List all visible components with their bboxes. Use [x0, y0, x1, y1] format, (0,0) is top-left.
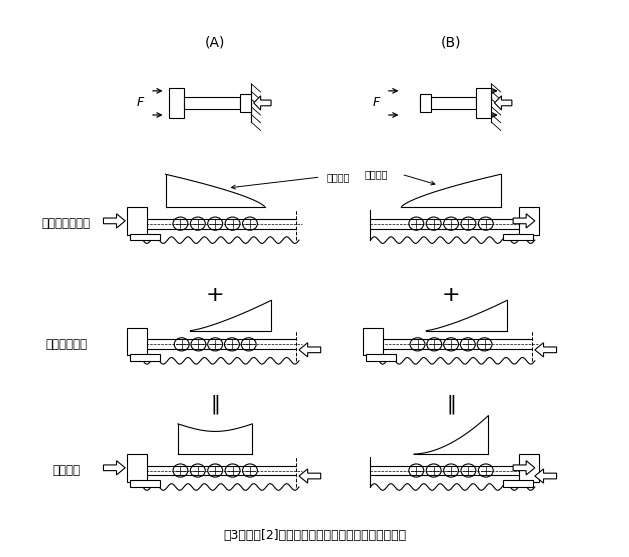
Bar: [476, 88, 491, 118]
Bar: [127, 454, 147, 481]
Bar: [420, 94, 431, 112]
Polygon shape: [513, 461, 535, 475]
Text: F: F: [373, 96, 380, 109]
Polygon shape: [104, 214, 125, 228]
Bar: [130, 233, 160, 240]
Bar: [420, 97, 476, 109]
Polygon shape: [494, 96, 512, 110]
Text: 轴伸缩的影响: 轴伸缩的影响: [45, 338, 87, 351]
Text: 负载分布: 负载分布: [327, 172, 350, 182]
Polygon shape: [104, 461, 125, 475]
Bar: [130, 354, 160, 361]
Bar: [366, 354, 396, 361]
Bar: [184, 97, 240, 109]
Text: F: F: [137, 96, 144, 109]
Text: 图3：对策[2]的效果：载荷作用点和负载分布的关系: 图3：对策[2]的效果：载荷作用点和负载分布的关系: [223, 529, 406, 542]
Polygon shape: [513, 214, 535, 228]
Text: 负载分布: 负载分布: [364, 169, 387, 179]
Bar: [127, 328, 147, 355]
Bar: [130, 480, 160, 487]
Text: +: +: [442, 285, 460, 305]
Text: ‖: ‖: [210, 395, 220, 414]
Polygon shape: [535, 469, 557, 483]
Text: (B): (B): [441, 36, 461, 50]
Text: 螺母伸缩的影响: 螺母伸缩的影响: [42, 217, 91, 230]
Polygon shape: [253, 96, 271, 110]
Bar: [127, 207, 147, 234]
Bar: [503, 480, 533, 487]
Text: 整体情况: 整体情况: [52, 464, 81, 477]
Polygon shape: [535, 343, 557, 357]
Text: +: +: [206, 285, 225, 305]
Bar: [363, 328, 383, 355]
Bar: [240, 94, 251, 112]
Polygon shape: [299, 343, 321, 357]
Polygon shape: [299, 469, 321, 483]
Text: ‖: ‖: [446, 395, 456, 414]
Bar: [503, 233, 533, 240]
Bar: [169, 88, 184, 118]
Text: (A): (A): [205, 36, 225, 50]
Bar: [520, 207, 539, 234]
Bar: [520, 454, 539, 481]
